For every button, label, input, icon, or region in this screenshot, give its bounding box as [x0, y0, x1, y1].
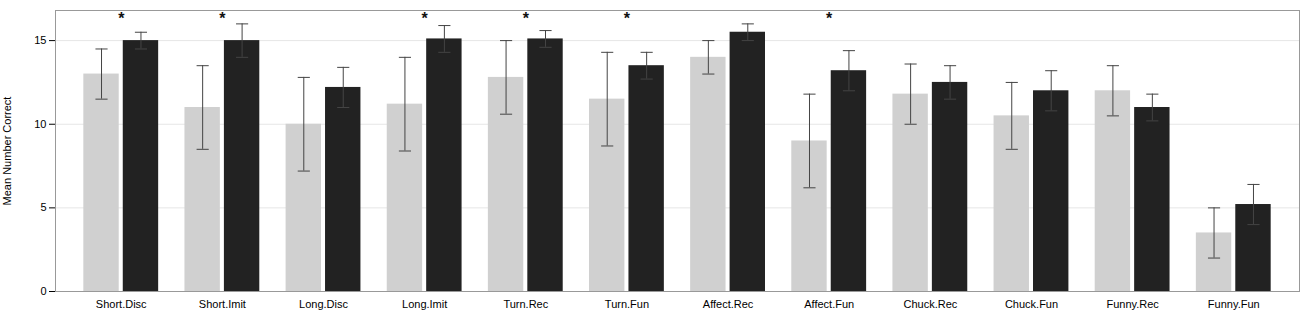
svg-text:Affect.Fun: Affect.Fun: [804, 298, 854, 310]
svg-text:Long.Disc: Long.Disc: [299, 298, 348, 310]
svg-text:15: 15: [34, 34, 46, 46]
svg-text:Long.Imit: Long.Imit: [402, 298, 447, 310]
svg-text:Chuck.Fun: Chuck.Fun: [1005, 298, 1058, 310]
svg-text:Mean Number Correct: Mean Number Correct: [1, 97, 13, 206]
svg-text:*: *: [219, 10, 226, 27]
svg-text:Funny.Fun: Funny.Fun: [1208, 298, 1260, 310]
svg-text:10: 10: [34, 118, 46, 130]
svg-text:Short.Disc: Short.Disc: [96, 298, 147, 310]
svg-text:*: *: [826, 10, 833, 27]
svg-text:Chuck.Rec: Chuck.Rec: [903, 298, 957, 310]
svg-text:5: 5: [40, 201, 46, 213]
svg-text:Funny.Rec: Funny.Rec: [1106, 298, 1159, 310]
svg-text:Turn.Rec: Turn.Rec: [503, 298, 548, 310]
svg-text:*: *: [118, 10, 125, 27]
svg-text:0: 0: [40, 285, 46, 297]
svg-text:*: *: [624, 10, 631, 27]
svg-text:Turn.Fun: Turn.Fun: [605, 298, 649, 310]
svg-text:*: *: [422, 10, 429, 27]
svg-text:Short.Imit: Short.Imit: [199, 298, 246, 310]
svg-text:Affect.Rec: Affect.Rec: [703, 298, 754, 310]
svg-text:*: *: [523, 10, 530, 27]
